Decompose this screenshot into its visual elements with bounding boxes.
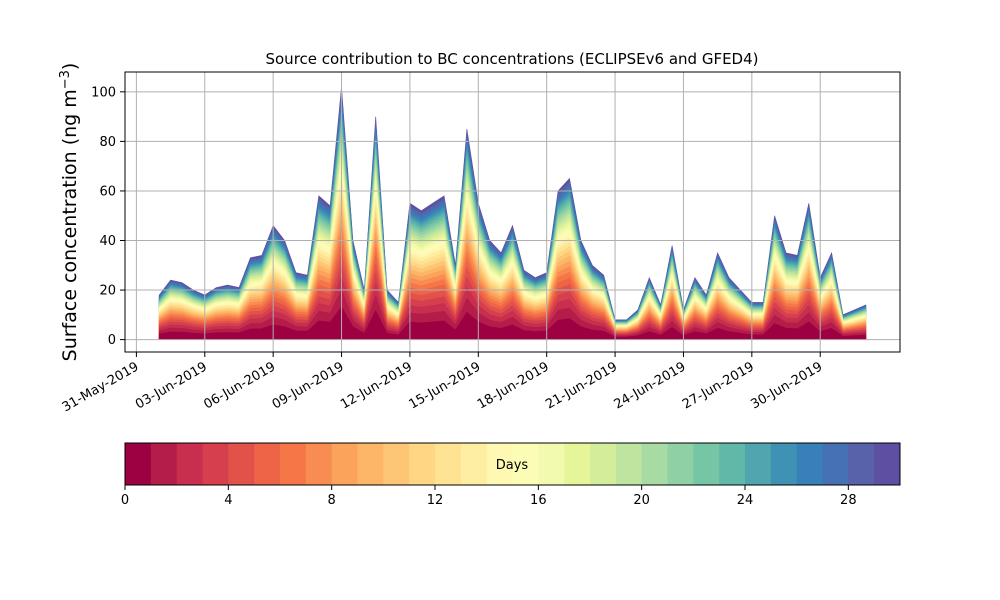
colorbar-cell: [538, 443, 565, 485]
x-tick-label: 27-Jun-2019: [680, 359, 757, 412]
y-tick-label: 100: [91, 85, 116, 100]
colorbar-cell: [176, 443, 203, 485]
colorbar-tick-label: 4: [224, 493, 232, 508]
colorbar-cell: [228, 443, 255, 485]
colorbar-cell: [460, 443, 488, 485]
y-axis-label: Surface concentration (ng m−3): [58, 63, 82, 362]
y-tick-label: 40: [99, 234, 116, 249]
colorbar-cell: [770, 443, 798, 485]
grid-lines: [125, 72, 900, 352]
plot-frame: [124, 71, 901, 353]
chart-title: Source contribution to BC concentrations…: [265, 50, 758, 68]
colorbar-label: Days: [496, 458, 529, 473]
x-tick-label: 06-Jun-2019: [201, 359, 278, 412]
colorbar: Days 0 4 8 12 16 20 24 28: [121, 442, 901, 508]
colorbar-cell: [615, 443, 643, 485]
colorbar-cell: [848, 443, 875, 485]
colorbar-cell: [796, 443, 823, 485]
colorbar-cell: [822, 443, 849, 485]
y-tick-label: 80: [99, 135, 116, 150]
y-axis-label-close: ): [59, 63, 81, 70]
colorbar-cell: [641, 443, 668, 485]
colorbar-cell: [564, 443, 591, 485]
colorbar-cell: [357, 443, 384, 485]
x-tick-label: 12-Jun-2019: [338, 359, 415, 412]
y-tick-label: 60: [99, 184, 116, 199]
y-tick-label: 20: [99, 284, 116, 299]
colorbar-tick-label: 8: [328, 493, 336, 508]
colorbar-tick-label: 12: [427, 493, 444, 508]
colorbar-cell: [693, 443, 720, 485]
y-tick-label: 0: [108, 333, 116, 348]
x-tick-label: 30-Jun-2019: [748, 359, 825, 412]
colorbar-cell: [280, 443, 307, 485]
y-axis-ticks: 0 20 40 60 80 100: [91, 85, 125, 348]
colorbar-tick-label: 28: [840, 493, 857, 508]
colorbar-cell: [667, 443, 694, 485]
x-tick-label: 18-Jun-2019: [475, 359, 552, 412]
x-axis-ticks: 31-May-201903-Jun-201906-Jun-201909-Jun-…: [60, 352, 825, 415]
x-tick-label: 09-Jun-2019: [270, 359, 347, 412]
colorbar-cell: [512, 443, 539, 485]
x-tick-label: 31-May-2019: [60, 359, 142, 415]
colorbar-ticks: 0 4 8 12 16 20 24 28: [121, 485, 857, 508]
colorbar-cell: [409, 443, 436, 485]
colorbar-cell: [150, 443, 178, 485]
colorbar-frame: [124, 442, 901, 486]
colorbar-tick-label: 0: [121, 493, 129, 508]
x-tick-label: 15-Jun-2019: [406, 359, 483, 412]
colorbar-cell: [383, 443, 410, 485]
colorbar-cell: [486, 443, 513, 485]
colorbar-cell: [719, 443, 746, 485]
colorbar-tick-label: 16: [530, 493, 547, 508]
colorbar-cell: [435, 443, 462, 485]
colorbar-cell: [254, 443, 281, 485]
colorbar-cell: [874, 443, 901, 485]
colorbar-cell: [745, 443, 772, 485]
colorbar-tick-label: 20: [633, 493, 650, 508]
colorbar-cell: [202, 443, 229, 485]
stacked-area-layer: [158, 86, 867, 340]
colorbar-cell: [125, 443, 152, 485]
y-axis-label-text: Surface concentration (ng m: [59, 89, 81, 361]
x-tick-label: 24-Jun-2019: [612, 359, 689, 412]
colorbar-cell: [305, 443, 333, 485]
colorbar-tick-label: 24: [737, 493, 754, 508]
colorbar-cell: [331, 443, 358, 485]
colorbar-cells: [125, 443, 901, 485]
colorbar-cell: [590, 443, 617, 485]
x-tick-label: 03-Jun-2019: [133, 359, 210, 412]
x-tick-label: 21-Jun-2019: [543, 359, 620, 412]
y-axis-label-exponent: −3: [58, 70, 73, 89]
plot-area: [124, 71, 901, 353]
